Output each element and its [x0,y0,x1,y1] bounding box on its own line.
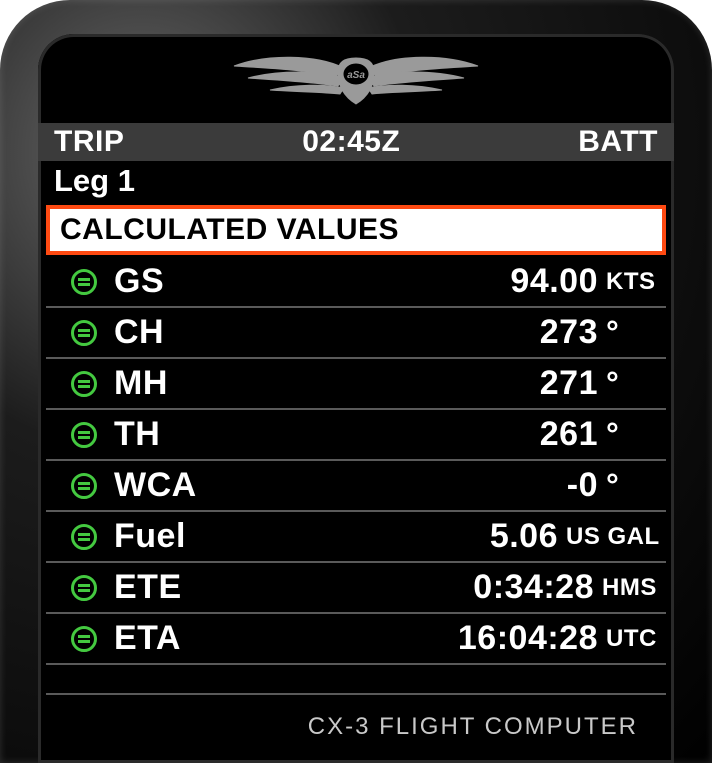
row-label: ETA [114,619,181,658]
status-right: BATT [578,125,658,159]
screen: aSa TRIP 02:45Z BATT Leg 1 CALCULATED VA… [38,34,674,763]
calc-icon [66,575,102,601]
brand-logo: aSa [38,34,674,123]
device-model-label: CX-3 FLIGHT COMPUTER [46,693,666,763]
value-rows: GS94.00KTSCH273°MH271°TH261°WCA-0°Fuel5.… [38,257,674,665]
row-label: ETE [114,568,182,607]
row-value: 261 [540,415,598,454]
calc-icon [66,422,102,448]
wings-icon: aSa [226,48,486,112]
status-left: TRIP [54,125,124,159]
row-unit: ° [606,467,660,504]
row-unit: ° [606,416,660,453]
calc-icon [66,371,102,397]
row-label: Fuel [114,517,186,556]
row-label: WCA [114,466,197,505]
row-value: 94.00 [510,262,598,301]
row-label: CH [114,313,164,352]
calc-icon [66,524,102,550]
row-value: 273 [540,313,598,352]
calc-icon [66,269,102,295]
value-row-ch[interactable]: CH 273° [46,308,666,359]
row-unit: ° [606,314,660,351]
row-label: TH [114,415,160,454]
row-unit: KTS [606,268,660,296]
calc-icon [66,320,102,346]
row-value: -0 [567,466,598,505]
row-label: GS [114,262,164,301]
section-header-calculated-values[interactable]: CALCULATED VALUES [46,205,666,255]
row-unit: US GAL [566,523,660,551]
svg-text:aSa: aSa [347,70,365,81]
row-unit: ° [606,365,660,402]
leg-label: Leg 1 [38,161,674,205]
value-row-th[interactable]: TH 261° [46,410,666,461]
calc-icon [66,626,102,652]
value-row-mh[interactable]: MH 271° [46,359,666,410]
value-row-fuel[interactable]: Fuel 5.06 US GAL [46,512,666,563]
value-row-eta[interactable]: ETA 16:04:28 UTC [46,614,666,665]
row-value: 16:04:28 [458,619,598,658]
status-bar: TRIP 02:45Z BATT [38,123,674,161]
row-value: 271 [540,364,598,403]
row-label: MH [114,364,168,403]
calc-icon [66,473,102,499]
row-unit: UTC [606,625,660,653]
value-row-gs[interactable]: GS 94.00 KTS [46,257,666,308]
row-value: 5.06 [490,517,558,556]
device-frame: aSa TRIP 02:45Z BATT Leg 1 CALCULATED VA… [0,0,712,763]
row-value: 0:34:28 [473,568,594,607]
status-center: 02:45Z [302,125,400,159]
row-unit: HMS [602,574,660,602]
value-row-ete[interactable]: ETE 0:34:28 HMS [46,563,666,614]
value-row-wca[interactable]: WCA -0° [46,461,666,512]
